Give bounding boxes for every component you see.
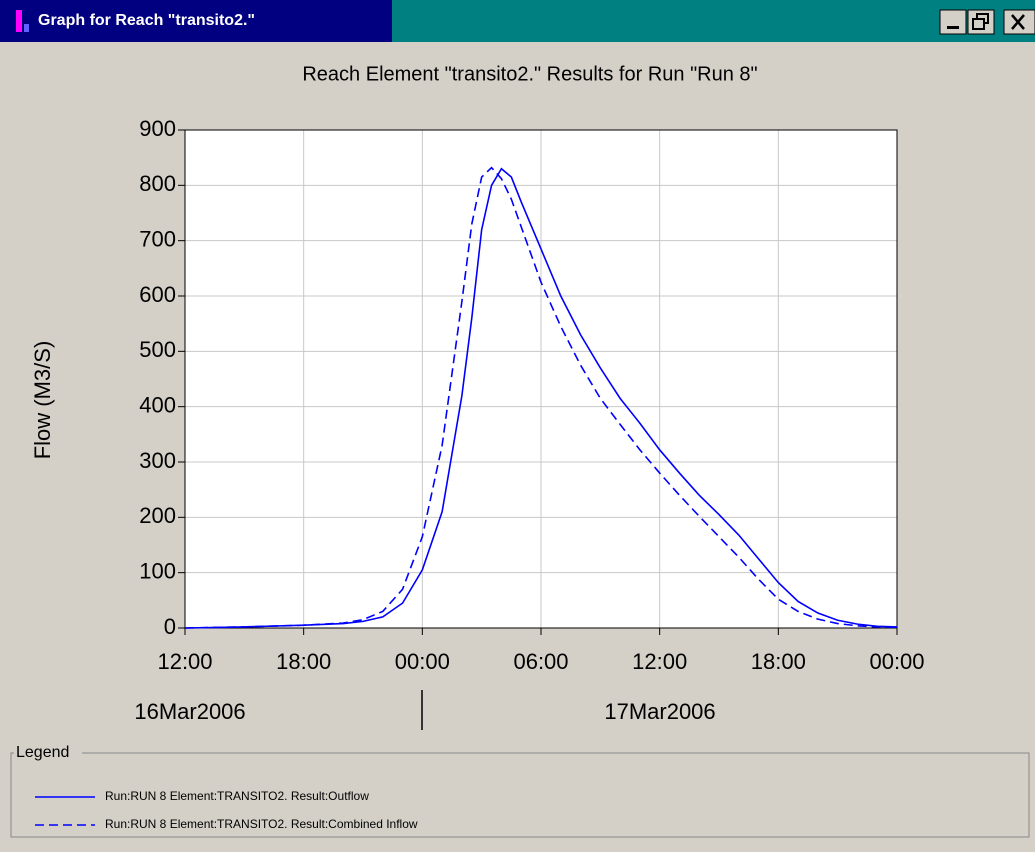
y-axis-label: Flow (M3/S) — [30, 341, 55, 460]
close-icon — [1011, 14, 1025, 30]
x-tick-label: 12:00 — [157, 649, 212, 674]
series-line — [184, 167, 898, 629]
x-tick-label: 12:00 — [632, 649, 687, 674]
y-tick-label: 900 — [139, 116, 176, 141]
date-label: 17Mar2006 — [604, 699, 715, 724]
x-tick-label: 18:00 — [751, 649, 806, 674]
y-tick-label: 0 — [164, 614, 176, 639]
legend-label: Run:RUN 8 Element:TRANSITO2. Result:Comb… — [105, 817, 418, 831]
legend-title: Legend — [16, 744, 69, 761]
x-tick-label: 18:00 — [276, 649, 331, 674]
title-bar-active — [0, 0, 392, 42]
window-icon — [16, 10, 22, 32]
y-tick-label: 800 — [139, 171, 176, 196]
y-tick-label: 500 — [139, 337, 176, 362]
y-tick-label: 300 — [139, 448, 176, 473]
window-buttons — [939, 9, 1035, 35]
y-tick-label: 700 — [139, 226, 176, 251]
x-tick-label: 06:00 — [513, 649, 568, 674]
legend-label: Run:RUN 8 Element:TRANSITO2. Result:Outf… — [105, 789, 369, 803]
minimize-button[interactable] — [939, 9, 967, 35]
restore-icon — [972, 18, 985, 30]
x-tick-label: 00:00 — [869, 649, 924, 674]
y-tick-label: 600 — [139, 282, 176, 307]
legend-title-bg — [14, 743, 82, 763]
y-tick-label: 200 — [139, 503, 176, 528]
x-tick-label: 00:00 — [395, 649, 450, 674]
series-line — [184, 166, 898, 629]
date-label: 16Mar2006 — [134, 699, 245, 724]
window-icon — [24, 24, 29, 32]
y-tick-label: 100 — [139, 558, 176, 583]
window-title: Graph for Reach "transito2." — [38, 12, 255, 29]
chart-title: Reach Element "transito2." Results for R… — [302, 63, 757, 85]
plot-border — [184, 129, 898, 629]
legend-box — [10, 752, 1030, 838]
y-tick-label: 400 — [139, 392, 176, 417]
minimize-icon — [947, 26, 959, 29]
